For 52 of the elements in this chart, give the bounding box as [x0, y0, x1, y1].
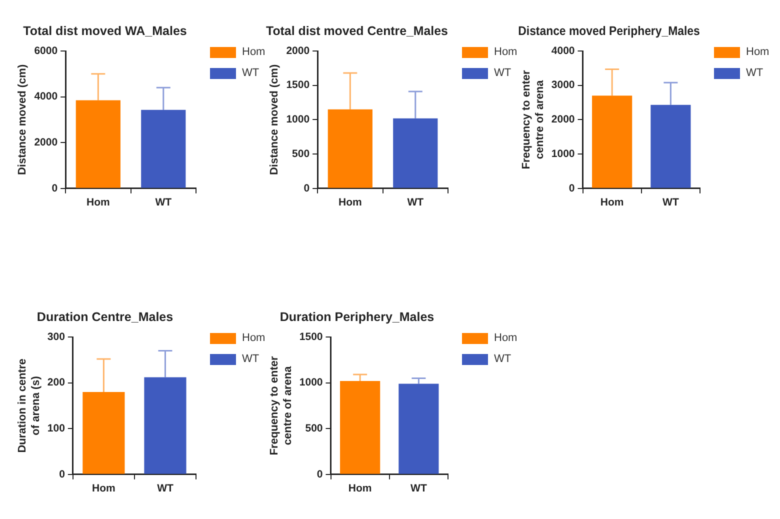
y-tick-label: 3000 [551, 79, 575, 92]
y-tick-label: 1500 [299, 330, 323, 343]
chart-title: Duration Centre_Males [36, 310, 174, 324]
y-tick-label: 500 [292, 148, 310, 160]
y-axis-title: Frequency to enter centre of arena [268, 355, 294, 456]
legend-label: WT [242, 353, 260, 365]
chart-title: Total dist moved WA_Males [23, 24, 187, 38]
x-tick-label: WT [662, 196, 680, 209]
x-tick-label: Hom [86, 196, 110, 209]
y-tick-label: 1000 [299, 376, 323, 389]
legend-label: WT [242, 67, 260, 79]
x-tick-label: Hom [600, 196, 624, 209]
y-tick-label: 0 [52, 182, 58, 194]
y-tick-label: 0 [316, 468, 323, 480]
y-tick-label: 200 [47, 376, 66, 389]
y-tick-label: 4000 [34, 90, 58, 103]
legend-label: WT [494, 353, 512, 365]
y-tick-label: 2000 [34, 136, 58, 148]
y-tick-label: 100 [47, 422, 66, 434]
y-tick-label: 6000 [34, 44, 58, 57]
y-tick-label: 300 [47, 330, 66, 343]
legend-label: WT [746, 67, 764, 79]
legend-label: Hom [494, 46, 518, 58]
y-tick-label: 4000 [551, 44, 575, 57]
legend-label: Hom [242, 46, 266, 58]
legend-label: Hom [494, 332, 518, 344]
y-tick-label: 2000 [286, 44, 310, 57]
y-tick-label: 2000 [551, 114, 575, 126]
y-tick-label: 0 [59, 468, 66, 480]
x-tick-label: Hom [348, 482, 372, 495]
x-tick-label: Hom [92, 482, 116, 495]
y-tick-label: 1000 [551, 148, 575, 160]
legend-label: Hom [242, 332, 266, 344]
chart-title: Distance moved Periphery_Males [518, 23, 700, 38]
y-axis-title: Duration in centre of arena (s) [16, 358, 42, 453]
y-tick-label: 500 [305, 422, 323, 434]
y-tick-label: 0 [304, 182, 310, 194]
chart-title: Duration Periphery_Males [280, 310, 434, 324]
x-tick-label: WT [407, 196, 424, 209]
x-tick-label: WT [410, 482, 428, 495]
y-axis-title: Frequency to enter centre of arena [520, 69, 546, 170]
y-axis-title: Distance moved (cm) [16, 64, 29, 176]
x-tick-label: WT [155, 196, 172, 209]
legend-label: Hom [746, 46, 770, 58]
x-tick-label: WT [157, 482, 174, 495]
chart-title: Total dist moved Centre_Males [266, 24, 448, 38]
x-tick-label: Hom [338, 196, 362, 209]
y-tick-label: 1000 [286, 114, 310, 126]
y-axis-title: Distance moved (cm) [268, 64, 281, 176]
y-tick-label: 1500 [286, 79, 310, 92]
y-tick-label: 0 [568, 182, 575, 194]
legend-label: WT [494, 67, 512, 79]
